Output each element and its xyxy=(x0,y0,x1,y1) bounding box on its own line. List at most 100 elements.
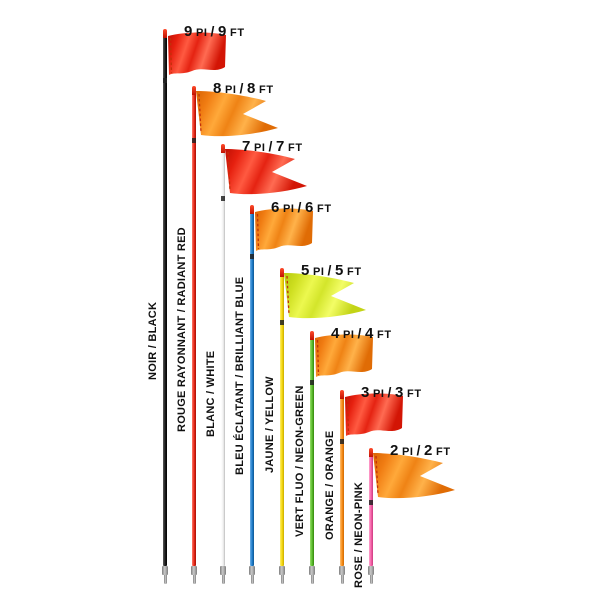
height-label-part-n2: 2 xyxy=(424,442,433,459)
height-label-part-u1: PI xyxy=(282,203,295,215)
ferrule-tip xyxy=(340,575,344,584)
height-label-part-n1: 3 xyxy=(361,384,370,401)
pole-radiant-red xyxy=(192,94,196,566)
flag-sleeve-band xyxy=(280,320,284,325)
height-label-part-u1: PI xyxy=(195,27,208,39)
flag-orange-rect xyxy=(255,208,313,251)
ferrule-tip xyxy=(192,575,196,584)
ferrule-sleeve xyxy=(191,566,197,575)
flag-stitch-line xyxy=(169,37,173,74)
pole-neon-green xyxy=(310,339,314,566)
height-label-part-u2: FT xyxy=(288,142,303,154)
height-label-part-sep: / xyxy=(327,262,333,278)
height-label-part-u1: PI xyxy=(342,329,355,341)
flag-sleeve-band xyxy=(163,78,167,83)
pole-yellow xyxy=(280,276,284,566)
height-label-part-n2: 6 xyxy=(305,199,314,216)
flag-sleeve-band xyxy=(192,138,196,143)
flag-stitch-line xyxy=(256,213,260,250)
height-label-part-sep: / xyxy=(268,138,274,154)
pole-tip-icon xyxy=(369,448,373,457)
pole-orange xyxy=(340,398,344,566)
height-label-part-sep: / xyxy=(387,384,393,400)
height-label-part-sep: / xyxy=(357,325,363,341)
height-label-part-u2: FT xyxy=(347,266,362,278)
color-label-orange: ORANGE / ORANGE xyxy=(324,430,336,540)
height-label-part-u1: PI xyxy=(224,84,237,96)
flag-red-swallow xyxy=(225,149,307,195)
flag-stitch-line xyxy=(227,151,231,192)
flag-stitch-line xyxy=(286,275,290,316)
height-label-9ft: 9 PI/9 FT xyxy=(184,23,245,40)
flag-red-rect xyxy=(168,32,226,75)
height-label-3ft: 3 PI/3 FT xyxy=(361,384,422,401)
height-label-part-u1: PI xyxy=(312,266,325,278)
ferrule-tip xyxy=(310,575,314,584)
pole-tip-icon xyxy=(340,390,344,399)
height-label-part-n2: 8 xyxy=(247,80,256,97)
flag-orange-swallow xyxy=(373,453,455,499)
color-label-yellow: JAUNE / YELLOW xyxy=(264,376,276,473)
color-label-radiant-red: ROUGE RAYONNANT / RADIANT RED xyxy=(176,227,188,432)
height-label-part-sep: / xyxy=(416,442,422,458)
height-label-8ft: 8 PI/8 FT xyxy=(213,80,274,97)
height-label-part-u2: FT xyxy=(436,446,451,458)
height-label-5ft: 5 PI/5 FT xyxy=(301,262,362,279)
height-label-part-n1: 9 xyxy=(184,23,193,40)
height-label-2ft: 2 PI/2 FT xyxy=(390,442,451,459)
ferrule-tip xyxy=(163,575,167,584)
pole-black xyxy=(163,37,167,566)
height-label-part-u1: PI xyxy=(401,446,414,458)
height-label-part-sep: / xyxy=(297,199,303,215)
color-label-neon-pink: ROSE / NEON-PINK xyxy=(353,481,365,588)
flag-sleeve-band xyxy=(221,196,225,201)
height-label-part-n2: 7 xyxy=(276,138,285,155)
ferrule-tip xyxy=(280,575,284,584)
flag-stitch-line xyxy=(198,93,202,134)
height-label-part-u2: FT xyxy=(317,203,332,215)
height-label-part-n2: 3 xyxy=(395,384,404,401)
flag-stitch-line xyxy=(316,339,320,376)
ferrule-sleeve xyxy=(279,566,285,575)
height-label-part-sep: / xyxy=(210,23,216,39)
ferrule-sleeve xyxy=(162,566,168,575)
pole-white xyxy=(221,152,225,566)
ferrule-sleeve xyxy=(249,566,255,575)
height-label-part-n1: 7 xyxy=(242,138,251,155)
height-label-4ft: 4 PI/4 FT xyxy=(331,325,392,342)
color-label-black: NOIR / BLACK xyxy=(147,301,159,380)
height-label-part-u2: FT xyxy=(259,84,274,96)
pole-tip-icon xyxy=(163,29,167,38)
height-label-part-u2: FT xyxy=(230,27,245,39)
ferrule-sleeve xyxy=(309,566,315,575)
ferrule-tip xyxy=(250,575,254,584)
flag-sleeve-band xyxy=(310,380,314,385)
height-label-part-n2: 4 xyxy=(365,325,374,342)
height-label-part-u2: FT xyxy=(377,329,392,341)
color-label-white: BLANC / WHITE xyxy=(205,350,217,437)
ferrule-sleeve xyxy=(368,566,374,575)
flag-sleeve-band xyxy=(369,500,373,505)
color-label-neon-green: VERT FLUO / NEON-GREEN xyxy=(294,385,306,537)
height-label-part-u1: PI xyxy=(253,142,266,154)
flag-sleeve-band xyxy=(250,254,254,259)
height-label-part-n2: 9 xyxy=(218,23,227,40)
pole-brilliant-blue xyxy=(250,213,254,566)
pole-tip-icon xyxy=(192,86,196,95)
height-label-part-u1: PI xyxy=(372,388,385,400)
flag-stitch-line xyxy=(375,455,379,496)
height-label-7ft: 7 PI/7 FT xyxy=(242,138,303,155)
ferrule-sleeve xyxy=(339,566,345,575)
pole-tip-icon xyxy=(250,205,254,214)
height-label-part-u2: FT xyxy=(407,388,422,400)
flag-orange-swallow xyxy=(196,91,278,137)
flag-stitch-line xyxy=(346,398,350,435)
ferrule-tip xyxy=(369,575,373,584)
pole-tip-icon xyxy=(221,144,225,153)
pole-tip-icon xyxy=(280,268,284,277)
pole-neon-pink xyxy=(369,456,373,566)
height-label-part-n2: 5 xyxy=(335,262,344,279)
height-label-6ft: 6 PI/6 FT xyxy=(271,199,332,216)
